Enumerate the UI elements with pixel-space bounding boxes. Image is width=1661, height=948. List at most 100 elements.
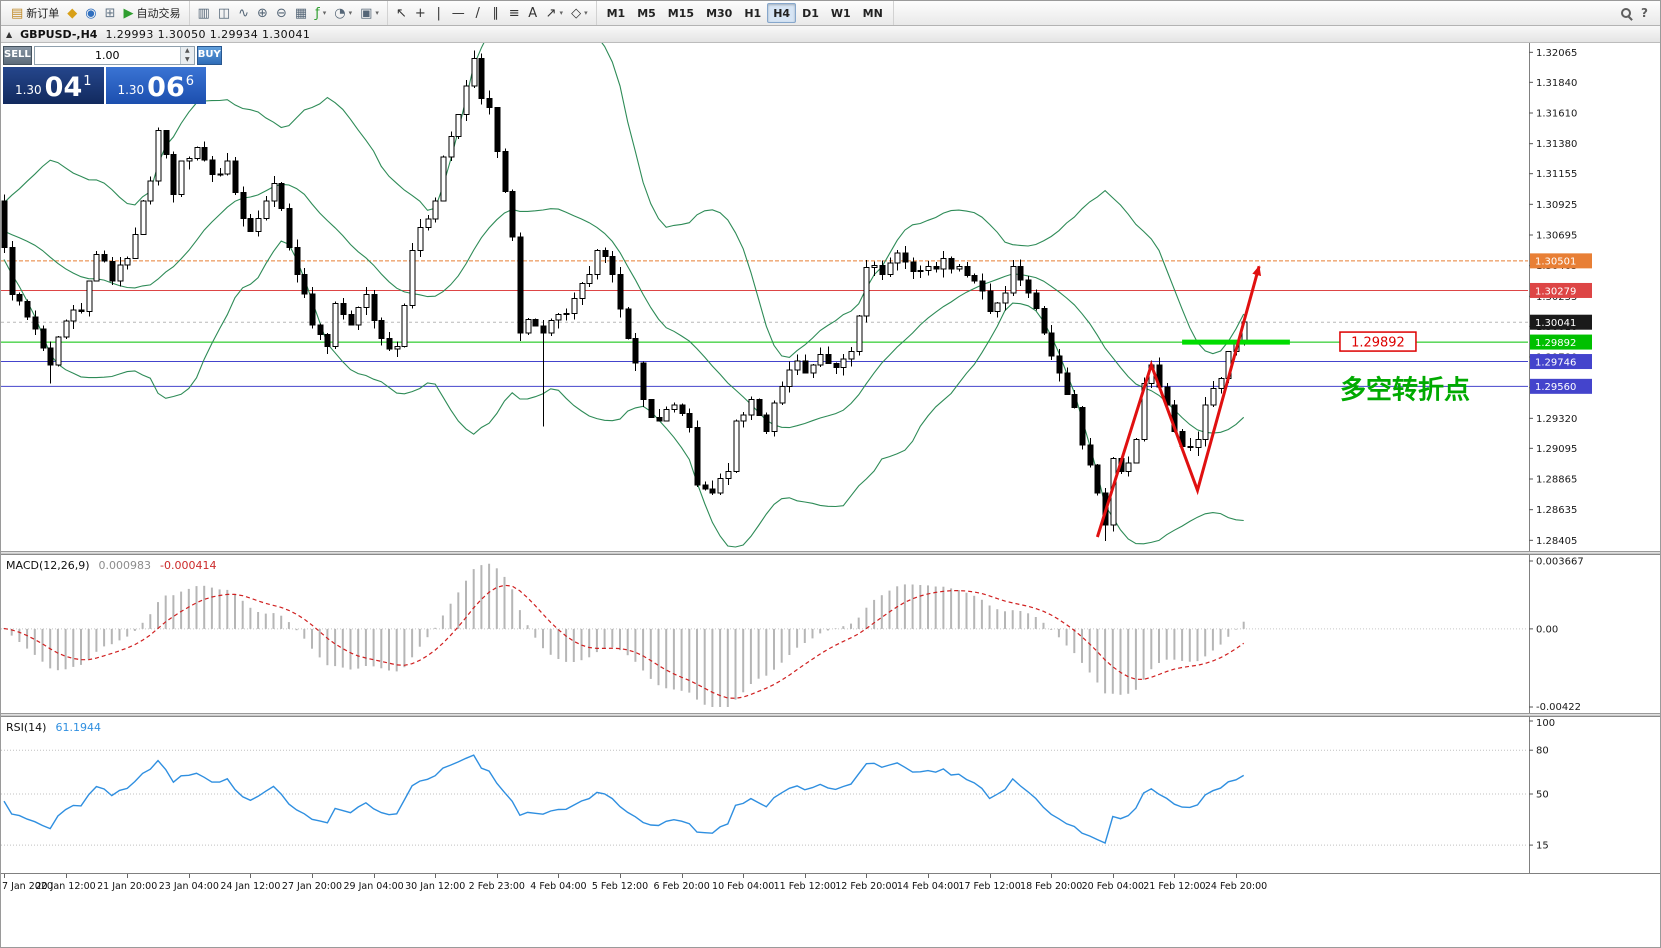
volume-up-icon[interactable]: ▲ [180,47,194,56]
vertical-line-button[interactable]: | [430,3,448,23]
volume-down-icon[interactable]: ▼ [180,55,194,64]
time-axis-label: 5 Feb 12:00 [591,881,649,892]
sell-price-display[interactable]: 1.30 04 1 [3,67,104,104]
trendline-icon: / [475,5,480,21]
svg-text:50: 50 [1536,790,1549,801]
time-axis-tick [1174,874,1176,878]
svg-text:1.31380: 1.31380 [1536,139,1577,150]
horizontal-line-button[interactable]: — [448,3,469,23]
shapes-button[interactable]: ◇ ▾ [567,3,592,23]
market-watch-button[interactable]: ◉ [81,3,100,23]
time-axis-label: 2 Feb 23:00 [468,881,525,892]
tf-w1-button[interactable]: W1 [825,3,857,23]
svg-text:1.29320: 1.29320 [1536,414,1577,425]
rsi-canvas[interactable]: 100 80 50 15 [1,717,1661,873]
bollinger-middle-band [3,183,1245,434]
zoom-out-button[interactable]: ⊖ [272,3,291,23]
price-chart-canvas[interactable]: 1.29892 多空转折点 1.32065 1.31840 1.31610 1.31380… [1,43,1661,551]
candlestick-chart-button[interactable]: ◫ [214,3,234,23]
indicators-button[interactable]: ƒ ▾ [311,3,330,23]
fibonacci-button[interactable]: ≡ [505,3,524,23]
time-axis-label: 18 Feb 20:00 [1020,881,1083,892]
file-group: ▤ 新订单 ◆ ◉ ⊞ ▶ 自动交易 [3,1,190,25]
svg-text:1.30041: 1.30041 [1535,318,1576,329]
volume-input[interactable] [34,47,180,64]
tf-h1-button[interactable]: H1 [738,3,767,23]
bar-chart-button[interactable]: ▥ [194,3,214,23]
bollinger-upper-band [3,43,1245,358]
new-order-button[interactable]: ▤ 新订单 [7,3,63,23]
svg-text:1.31155: 1.31155 [1536,169,1577,180]
candlestick-chart-icon: ◫ [217,5,231,21]
crosshair-button[interactable]: + [411,3,430,23]
time-axis-label: 20 Feb 04:00 [1081,881,1144,892]
price-axis-badge: 1.29746 [1530,354,1592,370]
text-button[interactable]: A [524,3,542,23]
time-axis-tick [188,874,190,878]
tf-mn-button[interactable]: MN [857,3,889,23]
time-axis-label: 17 Feb 12:00 [958,881,1021,892]
time-axis-tick [928,874,929,878]
tf-d1-button[interactable]: D1 [796,3,825,23]
svg-text:100: 100 [1536,718,1555,729]
time-axis-tick [989,874,991,878]
collapse-panel-icon[interactable]: ▲ [6,29,13,39]
time-axis-label: 7 Jan 2020 [2,881,53,892]
sell-price-main: 1.30 [14,83,42,97]
price-tag-label[interactable]: 1.29892 [1339,331,1417,352]
svg-text:1.29746: 1.29746 [1535,357,1576,368]
svg-text:1.30279: 1.30279 [1535,286,1576,297]
macd-canvas[interactable]: 0.003667 0.00 -0.00422 [1,555,1661,713]
chart-ohlc-values: 1.29993 1.30050 1.29934 1.30041 [105,27,311,41]
tile-windows-button[interactable]: ▦ [291,3,311,23]
svg-text:1.30695: 1.30695 [1536,231,1577,242]
price-axis-badge: 1.30041 [1530,314,1592,330]
macd-label: MACD(12,26,9) 0.000983 -0.000414 [6,559,217,572]
tf-m5-button[interactable]: M5 [631,3,662,23]
tf-m1-button[interactable]: M1 [601,3,632,23]
fibonacci-icon: ≡ [508,5,520,21]
time-axis-label: 29 Jan 04:00 [343,881,404,892]
annotation-text[interactable]: 多空转折点 [1340,374,1470,405]
buy-button[interactable]: BUY [196,46,222,65]
panel-divider[interactable] [1,713,1660,717]
periods-button[interactable]: ◔ ▾ [330,3,356,23]
search-icon[interactable] [1621,8,1632,18]
zoom-out-icon: ⊖ [275,5,287,21]
tf-m15-button[interactable]: M15 [662,3,700,23]
new-order-button-label: 新订单 [26,7,60,20]
chevron-down-icon: ▾ [348,9,353,17]
buy-price-display[interactable]: 1.30 06 6 [105,67,206,104]
time-axis-tick [804,874,806,878]
tile-windows-icon: ▦ [294,5,308,21]
autotrading-button[interactable]: ▶ 自动交易 [120,3,185,23]
shapes-icon: ◇ [571,5,582,21]
trend-arrow-drawing[interactable] [1095,265,1262,538]
arrows-button[interactable]: ↗ ▾ [542,3,567,23]
svg-text:1.30501: 1.30501 [1535,257,1576,268]
time-axis[interactable]: 7 Jan 2020 20 Jan 12:00 21 Jan 20:00 23 Jan… [1,873,1660,895]
panel-divider[interactable] [1,551,1660,555]
cursor-icon: ↖ [395,5,407,21]
time-axis-tick [681,874,683,878]
time-axis-label: 14 Feb 04:00 [896,881,960,892]
tf-h4-button[interactable]: H4 [767,3,797,23]
macd-histogram [3,563,1245,707]
line-chart-button[interactable]: ∿ [234,3,253,23]
channel-button[interactable]: ∥ [487,3,505,23]
price-axis-badge: 1.30501 [1530,253,1592,269]
tf-m30-button[interactable]: M30 [700,3,738,23]
sell-button[interactable]: SELL [3,46,32,65]
rsi-indicator-panel: 100 80 50 15 [1,717,1661,873]
time-axis-label: 24 Jan 12:00 [220,881,281,892]
trendline-button[interactable]: / [469,3,487,23]
profiles-button[interactable]: ◆ [63,3,81,23]
zoom-in-button[interactable]: ⊕ [253,3,272,23]
macd-indicator-panel: 0.003667 0.00 -0.00422 [1,555,1661,713]
navigator-button[interactable]: ⊞ [101,3,120,23]
price-axis-badge: 1.29892 [1530,334,1592,350]
templates-button[interactable]: ▣ ▾ [356,3,383,23]
help-icon[interactable]: ? [1641,6,1648,20]
cursor-button[interactable]: ↖ [392,3,411,23]
time-axis-label: 10 Feb 04:00 [712,881,775,892]
